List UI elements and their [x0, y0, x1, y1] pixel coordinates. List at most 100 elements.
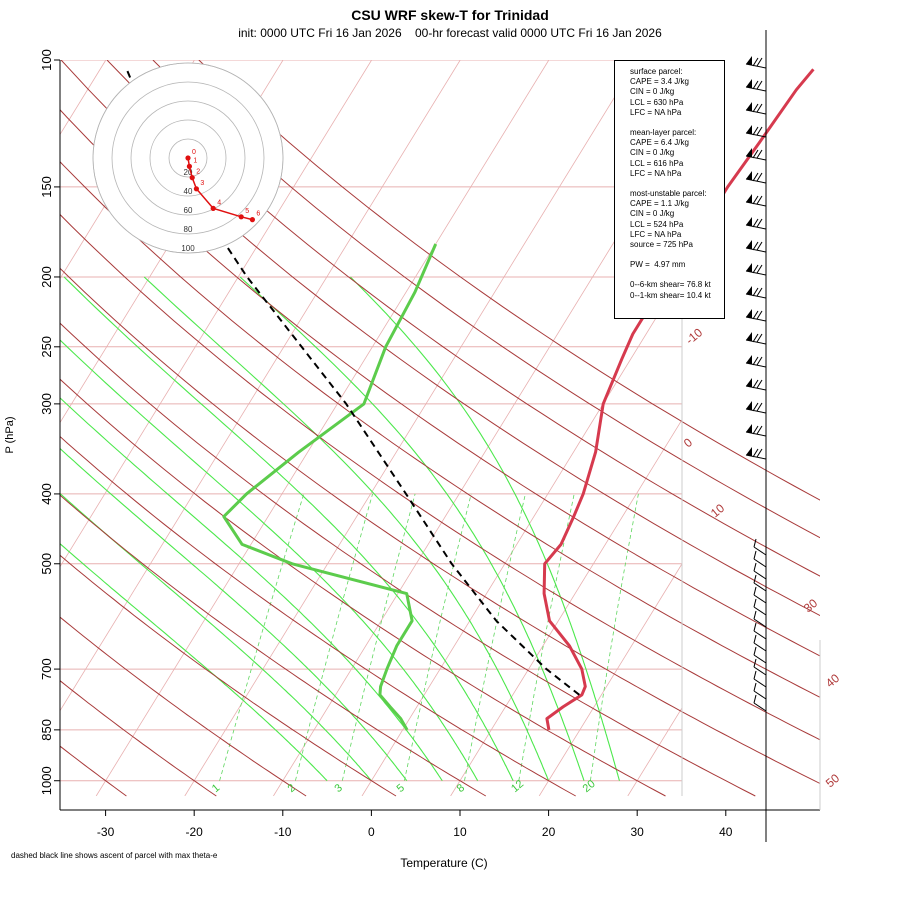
barb-feather: [756, 57, 763, 67]
barb-shaft: [753, 546, 767, 556]
dry-adiabat-label: 10: [708, 501, 727, 521]
wind-barb: [753, 682, 767, 700]
wind-barb: [753, 670, 767, 688]
barb-pennant: [746, 378, 752, 387]
barb-shaft: [753, 666, 767, 676]
barb-feather: [752, 149, 759, 159]
barb-feather: [752, 218, 759, 228]
x-tick-label: 40: [719, 825, 733, 839]
surface-lcl: LCL = 630 hPa: [630, 97, 684, 107]
barb-feather: [753, 538, 757, 548]
barb-shaft: [753, 618, 767, 628]
barb-shaft: [745, 339, 767, 345]
barb-shaft: [753, 642, 767, 652]
x-tick-label: -30: [97, 825, 115, 839]
wind-barb: [745, 240, 767, 253]
dry-adiabat: [60, 322, 756, 797]
wind-barb: [753, 646, 767, 664]
wind-barb: [745, 447, 767, 460]
barb-pennant: [746, 102, 752, 111]
moist-adiabat: [350, 276, 621, 781]
barb-pennant: [746, 424, 752, 433]
hodograph-ring-outline: [92, 62, 284, 254]
chart-title: CSU WRF skew-T for Trinidad: [351, 7, 549, 23]
dry-adiabat-label: 0: [681, 435, 695, 450]
dry-adiabat: [60, 108, 820, 657]
barb-shaft: [745, 385, 767, 391]
y-tick-label: 500: [39, 553, 54, 575]
barb-feather: [753, 682, 757, 692]
wind-barb: [753, 574, 767, 592]
hodograph-ring-outline: [130, 100, 246, 216]
dry-adiabat: [106, 60, 820, 577]
x-tick-label: 20: [542, 825, 556, 839]
barb-shaft: [745, 362, 767, 368]
hodograph-ring-label: 80: [184, 225, 193, 234]
most-unstable-cape: CAPE = 1.1 J/kg: [630, 199, 689, 209]
barb-shaft: [745, 316, 767, 322]
x-tick-label: 30: [631, 825, 645, 839]
isotherm: [450, 418, 682, 796]
wind-barb: [745, 102, 767, 115]
x-tick-label: -10: [274, 825, 292, 839]
barb-shaft: [745, 132, 767, 138]
barb-feather: [753, 646, 757, 656]
wind-barb: [745, 286, 767, 299]
mean-layer-cin: CIN = 0 J/kg: [630, 148, 675, 158]
shear-0-1km: 0--1-km shear= 10.4 kt: [630, 290, 711, 300]
hodograph-ring-outline: [111, 81, 265, 235]
surface-cin: CIN = 0 J/kg: [630, 87, 675, 97]
barb-shaft: [745, 431, 767, 437]
dry-adiabat: [60, 60, 820, 617]
barb-shaft: [753, 594, 767, 604]
barb-feather: [752, 402, 759, 412]
moist-adiabat: [60, 397, 443, 782]
x-axis-label: Temperature (C): [400, 856, 487, 870]
barb-feather: [756, 448, 763, 458]
hodograph-point-label: 6: [256, 211, 260, 218]
barb-pennant: [746, 217, 752, 226]
wind-barb: [745, 79, 767, 92]
hodograph-point: [189, 175, 195, 181]
hodograph-ring-label: 100: [181, 244, 195, 253]
footnote: dashed black line shows ascent of parcel…: [11, 851, 218, 860]
hodograph-point-label: 3: [200, 180, 204, 187]
wind-barb: [753, 538, 767, 556]
barb-shaft: [753, 558, 767, 568]
wind-barb: [745, 355, 767, 368]
surface-lfc: LFC = NA hPa: [630, 107, 682, 117]
wind-barb: [753, 550, 767, 568]
barb-shaft: [745, 408, 767, 414]
barb-feather: [756, 425, 763, 435]
barb-feather: [753, 574, 757, 584]
barb-shaft: [753, 702, 767, 712]
y-tick-label: 100: [39, 49, 54, 71]
hodograph-ring-label: 60: [184, 206, 193, 215]
barb-feather: [756, 195, 763, 205]
barb-feather: [756, 356, 763, 366]
dewpoint-profile: [222, 243, 438, 731]
most-unstable-cin: CIN = 0 J/kg: [630, 209, 675, 219]
barb-shaft: [745, 155, 767, 161]
y-tick-label: 150: [39, 176, 54, 198]
wind-barb: [745, 217, 767, 230]
wind-barb: [745, 332, 767, 345]
dry-adiabat: [60, 267, 820, 785]
barb-feather: [756, 172, 763, 182]
wind-barb: [753, 586, 767, 604]
dry-adiabat: [60, 213, 820, 741]
mixing-ratio-line: [219, 493, 305, 781]
barb-pennant: [746, 263, 752, 272]
barb-pennant: [746, 447, 752, 456]
y-tick-label: 250: [39, 336, 54, 358]
barb-feather: [753, 562, 757, 572]
y-tick-label: 300: [39, 393, 54, 415]
hodograph-ring-outline: [149, 119, 227, 197]
barb-shaft: [753, 606, 767, 616]
barb-feather: [756, 379, 763, 389]
isotherm: [805, 60, 900, 796]
barb-shaft: [745, 86, 767, 92]
barb-shaft: [753, 570, 767, 580]
isotherm: [95, 60, 550, 796]
barb-feather: [753, 670, 757, 680]
